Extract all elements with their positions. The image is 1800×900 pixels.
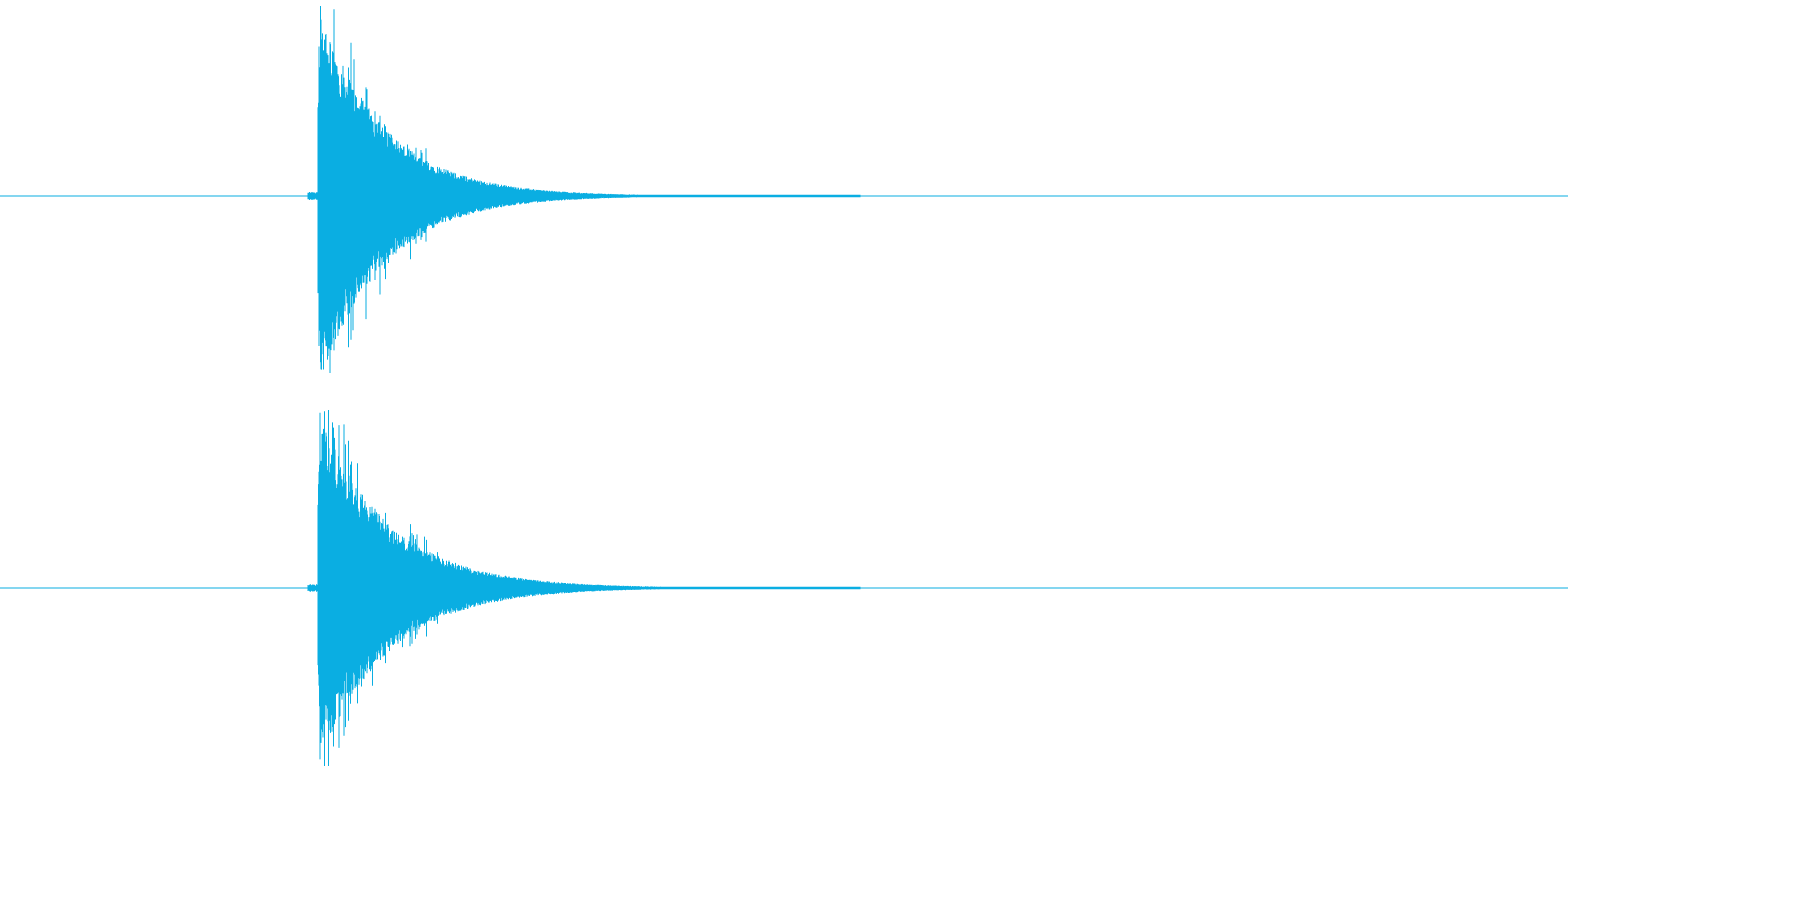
waveform-channel-left	[0, 6, 1568, 373]
waveform-svg	[0, 6, 1568, 766]
waveform-envelope-left	[307, 6, 861, 373]
waveform-view	[0, 6, 1568, 766]
waveform-envelope-right	[307, 410, 861, 766]
waveform-channel-right	[0, 410, 1568, 766]
